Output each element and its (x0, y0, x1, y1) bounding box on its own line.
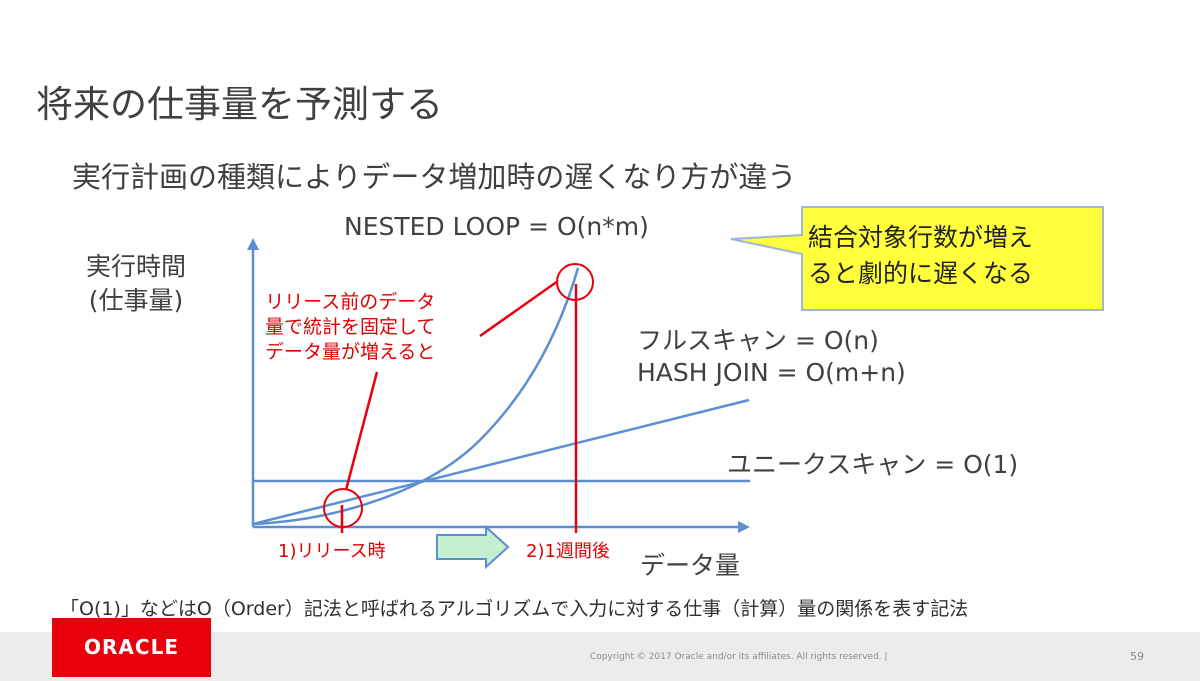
oracle-logo-text: ORACLE (84, 635, 179, 659)
footnote: 「O(1)」などはO（Order）記法と呼ばれるアルゴリズムで入力に対する仕事（… (60, 598, 969, 620)
note-line2: 量で統計を固定して (265, 316, 436, 338)
copyright-text: Copyright © 2017 Oracle and/or its affil… (590, 652, 888, 662)
release-marker-label: 1)リリース時 (278, 541, 386, 562)
oracle-logo: ORACLE (52, 618, 211, 677)
callout-line2: ると劇的に遅くなる (808, 259, 1034, 288)
full-scan-label: フルスキャン = O(n) (637, 326, 879, 355)
full-scan-line (252, 398, 750, 526)
note-line3: データ量が増えると (265, 341, 436, 363)
x-axis-label: データ量 (640, 551, 741, 580)
week-after-marker-label: 2)1週間後 (526, 541, 610, 562)
unique-scan-label: ユニークスキャン = O(1) (727, 450, 1019, 479)
y-axis-label-line2: (仕事量) (88, 286, 184, 315)
release-stats-note: リリース前のデータ 量で統計を固定して データ量が増えると (265, 290, 435, 365)
nested-loop-curve (252, 267, 580, 526)
y-axis-label: 実行時間 (仕事量) (86, 250, 186, 318)
progress-arrow (436, 524, 510, 570)
release-highlight-circle (323, 488, 363, 528)
callout-box (730, 206, 1104, 311)
callout-line1: 結合対象行数が増え (808, 223, 1034, 252)
page-title: 将来の仕事量を予測する (36, 83, 443, 126)
note-pointer-low (344, 371, 379, 491)
y-axis-label-line1: 実行時間 (86, 252, 187, 281)
page-number: 59 (1130, 650, 1144, 663)
nested-loop-label: NESTED LOOP = O(n*m) (344, 212, 649, 241)
note-line1: リリース前のデータ (265, 291, 436, 313)
hash-join-label: HASH JOIN = O(m+n) (637, 358, 906, 387)
callout-text: 結合対象行数が増え ると劇的に遅くなる (808, 220, 1098, 292)
note-pointer-high (479, 279, 559, 338)
page-subtitle: 実行計画の種類によりデータ増加時の遅くなり方が違う (72, 160, 797, 194)
